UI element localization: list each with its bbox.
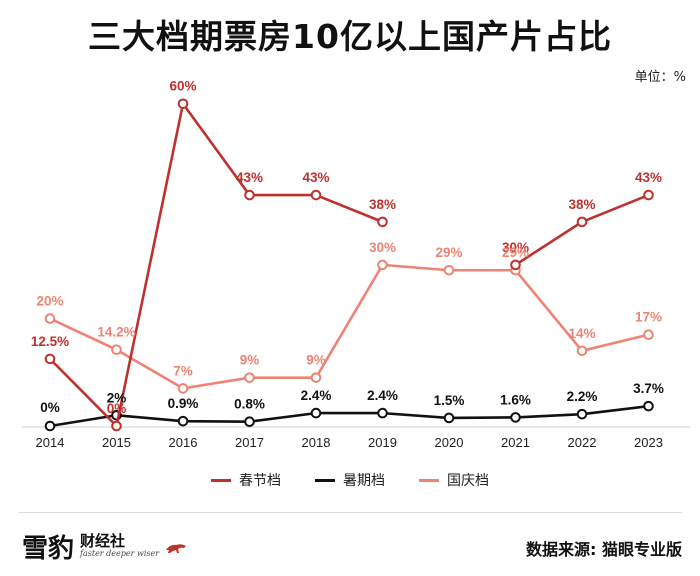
point-summer [510, 412, 521, 423]
point-summer [177, 415, 189, 427]
data-label-summer: 0.8% [234, 397, 265, 412]
x-tick-label: 2020 [435, 435, 464, 450]
data-label-spring: 43% [302, 170, 329, 185]
series-spring [44, 98, 654, 432]
data-source: 数据来源: 猫眼专业版 [526, 540, 682, 559]
x-tick-label: 2018 [302, 435, 331, 450]
point-spring [177, 98, 189, 110]
point-summer [44, 420, 56, 432]
data-label-spring: 38% [568, 197, 595, 212]
x-tick-label: 2017 [235, 435, 264, 450]
data-label-national: 9% [306, 353, 326, 368]
point-national [177, 383, 189, 394]
point-summer [443, 412, 455, 424]
data-label-summer: 2.2% [567, 389, 598, 404]
point-spring [576, 216, 588, 228]
unit-label: 单位：% [634, 70, 686, 85]
x-tick-label: 2016 [169, 435, 198, 450]
data-label-spring: 38% [369, 197, 396, 212]
point-national [44, 313, 56, 324]
brand-side: 财经社 faster deeper wiser [80, 534, 159, 558]
x-tick-label: 2014 [36, 435, 65, 450]
point-summer [643, 400, 654, 412]
data-label-layer: 12.5%0%60%43% 43%38%30%38%43%0%2% 0.9% 0.8%… [31, 79, 664, 416]
data-label-national: 20% [36, 294, 63, 309]
point-spring [643, 189, 654, 201]
data-label-summer: 2% [107, 390, 127, 405]
point-summer [310, 407, 322, 419]
x-tick-label: 2015 [102, 435, 131, 450]
data-label-spring: 0% [107, 401, 127, 416]
point-national [111, 344, 122, 356]
data-label-national: 7% [173, 363, 193, 378]
point-national [576, 345, 588, 357]
data-label-spring: 30% [502, 240, 529, 255]
legend-label-national: 国庆档 [447, 473, 489, 489]
x-tick-label: 2019 [368, 435, 397, 450]
data-label-summer: 2.4% [301, 388, 332, 403]
line-chart: 12.5%0%60%43% 43%38%30%38%43%0%2% 0.9% 0.8%… [22, 79, 690, 450]
point-national [643, 329, 654, 340]
legend-label-summer: 暑期档 [343, 473, 385, 489]
series-layer [44, 98, 654, 432]
data-label-spring: 43% [236, 170, 263, 185]
point-spring [44, 353, 56, 365]
data-label-national: 29% [435, 245, 462, 260]
data-label-national: 14% [568, 326, 595, 341]
point-spring [377, 216, 388, 228]
data-label-national: 9% [240, 353, 260, 368]
point-spring [510, 259, 521, 271]
legend: 春节档 暑期档 国庆档 [0, 470, 700, 490]
chart-title: 三大档期票房10亿以上国产片占比 [88, 17, 612, 56]
data-label-spring: 12.5% [31, 334, 69, 349]
data-label-spring: 43% [635, 170, 662, 185]
data-label-summer: 1.5% [434, 393, 465, 408]
point-summer [244, 416, 255, 428]
x-tick-layer: 2014 2015 2016 2017 2018 2019 2020 2021 2022 2023 [36, 435, 663, 450]
point-spring [310, 189, 322, 201]
point-national [310, 372, 322, 383]
brand-name: 雪豹 [22, 534, 75, 564]
x-tick-label: 2021 [501, 435, 530, 450]
x-tick-label: 2023 [634, 435, 663, 450]
series-line-spring [49, 102, 383, 428]
series-line-national [49, 263, 649, 390]
point-national [443, 264, 455, 276]
brand-logo: 雪豹 财经社 faster deeper wiser [22, 528, 187, 565]
brand-sub: 财经社 [80, 532, 126, 551]
point-national [244, 372, 255, 383]
data-label-summer: 0% [40, 400, 60, 415]
legend-swatch-national [419, 478, 439, 482]
data-label-national: 14.2% [97, 325, 135, 340]
series-national [44, 259, 654, 394]
data-label-summer: 0.9% [168, 396, 199, 411]
x-tick-label: 2022 [568, 435, 597, 450]
point-summer [377, 407, 388, 419]
legend-item-national: 国庆档 [419, 470, 489, 490]
data-label-summer: 2.4% [367, 388, 398, 403]
point-summer [576, 408, 588, 420]
leopard-icon [166, 543, 187, 553]
legend-item-summer: 暑期档 [315, 470, 385, 490]
legend-swatch-summer [315, 478, 335, 482]
legend-item-spring: 春节档 [211, 470, 281, 490]
data-label-national: 30% [369, 240, 396, 255]
brand-slogan: faster deeper wiser [80, 549, 160, 559]
data-label-national: 17% [635, 310, 662, 325]
series-summer [44, 400, 654, 432]
data-label-spring: 60% [169, 79, 196, 94]
data-label-summer: 3.7% [633, 381, 664, 396]
footer-divider [18, 512, 682, 513]
series-line-summer [49, 404, 649, 428]
data-label-summer: 1.6% [500, 392, 531, 407]
point-spring [111, 420, 122, 432]
legend-swatch-spring [211, 478, 231, 482]
point-national [377, 259, 388, 271]
point-spring [244, 189, 255, 201]
legend-label-spring: 春节档 [239, 473, 281, 489]
data-label-national: 29% [502, 245, 529, 260]
